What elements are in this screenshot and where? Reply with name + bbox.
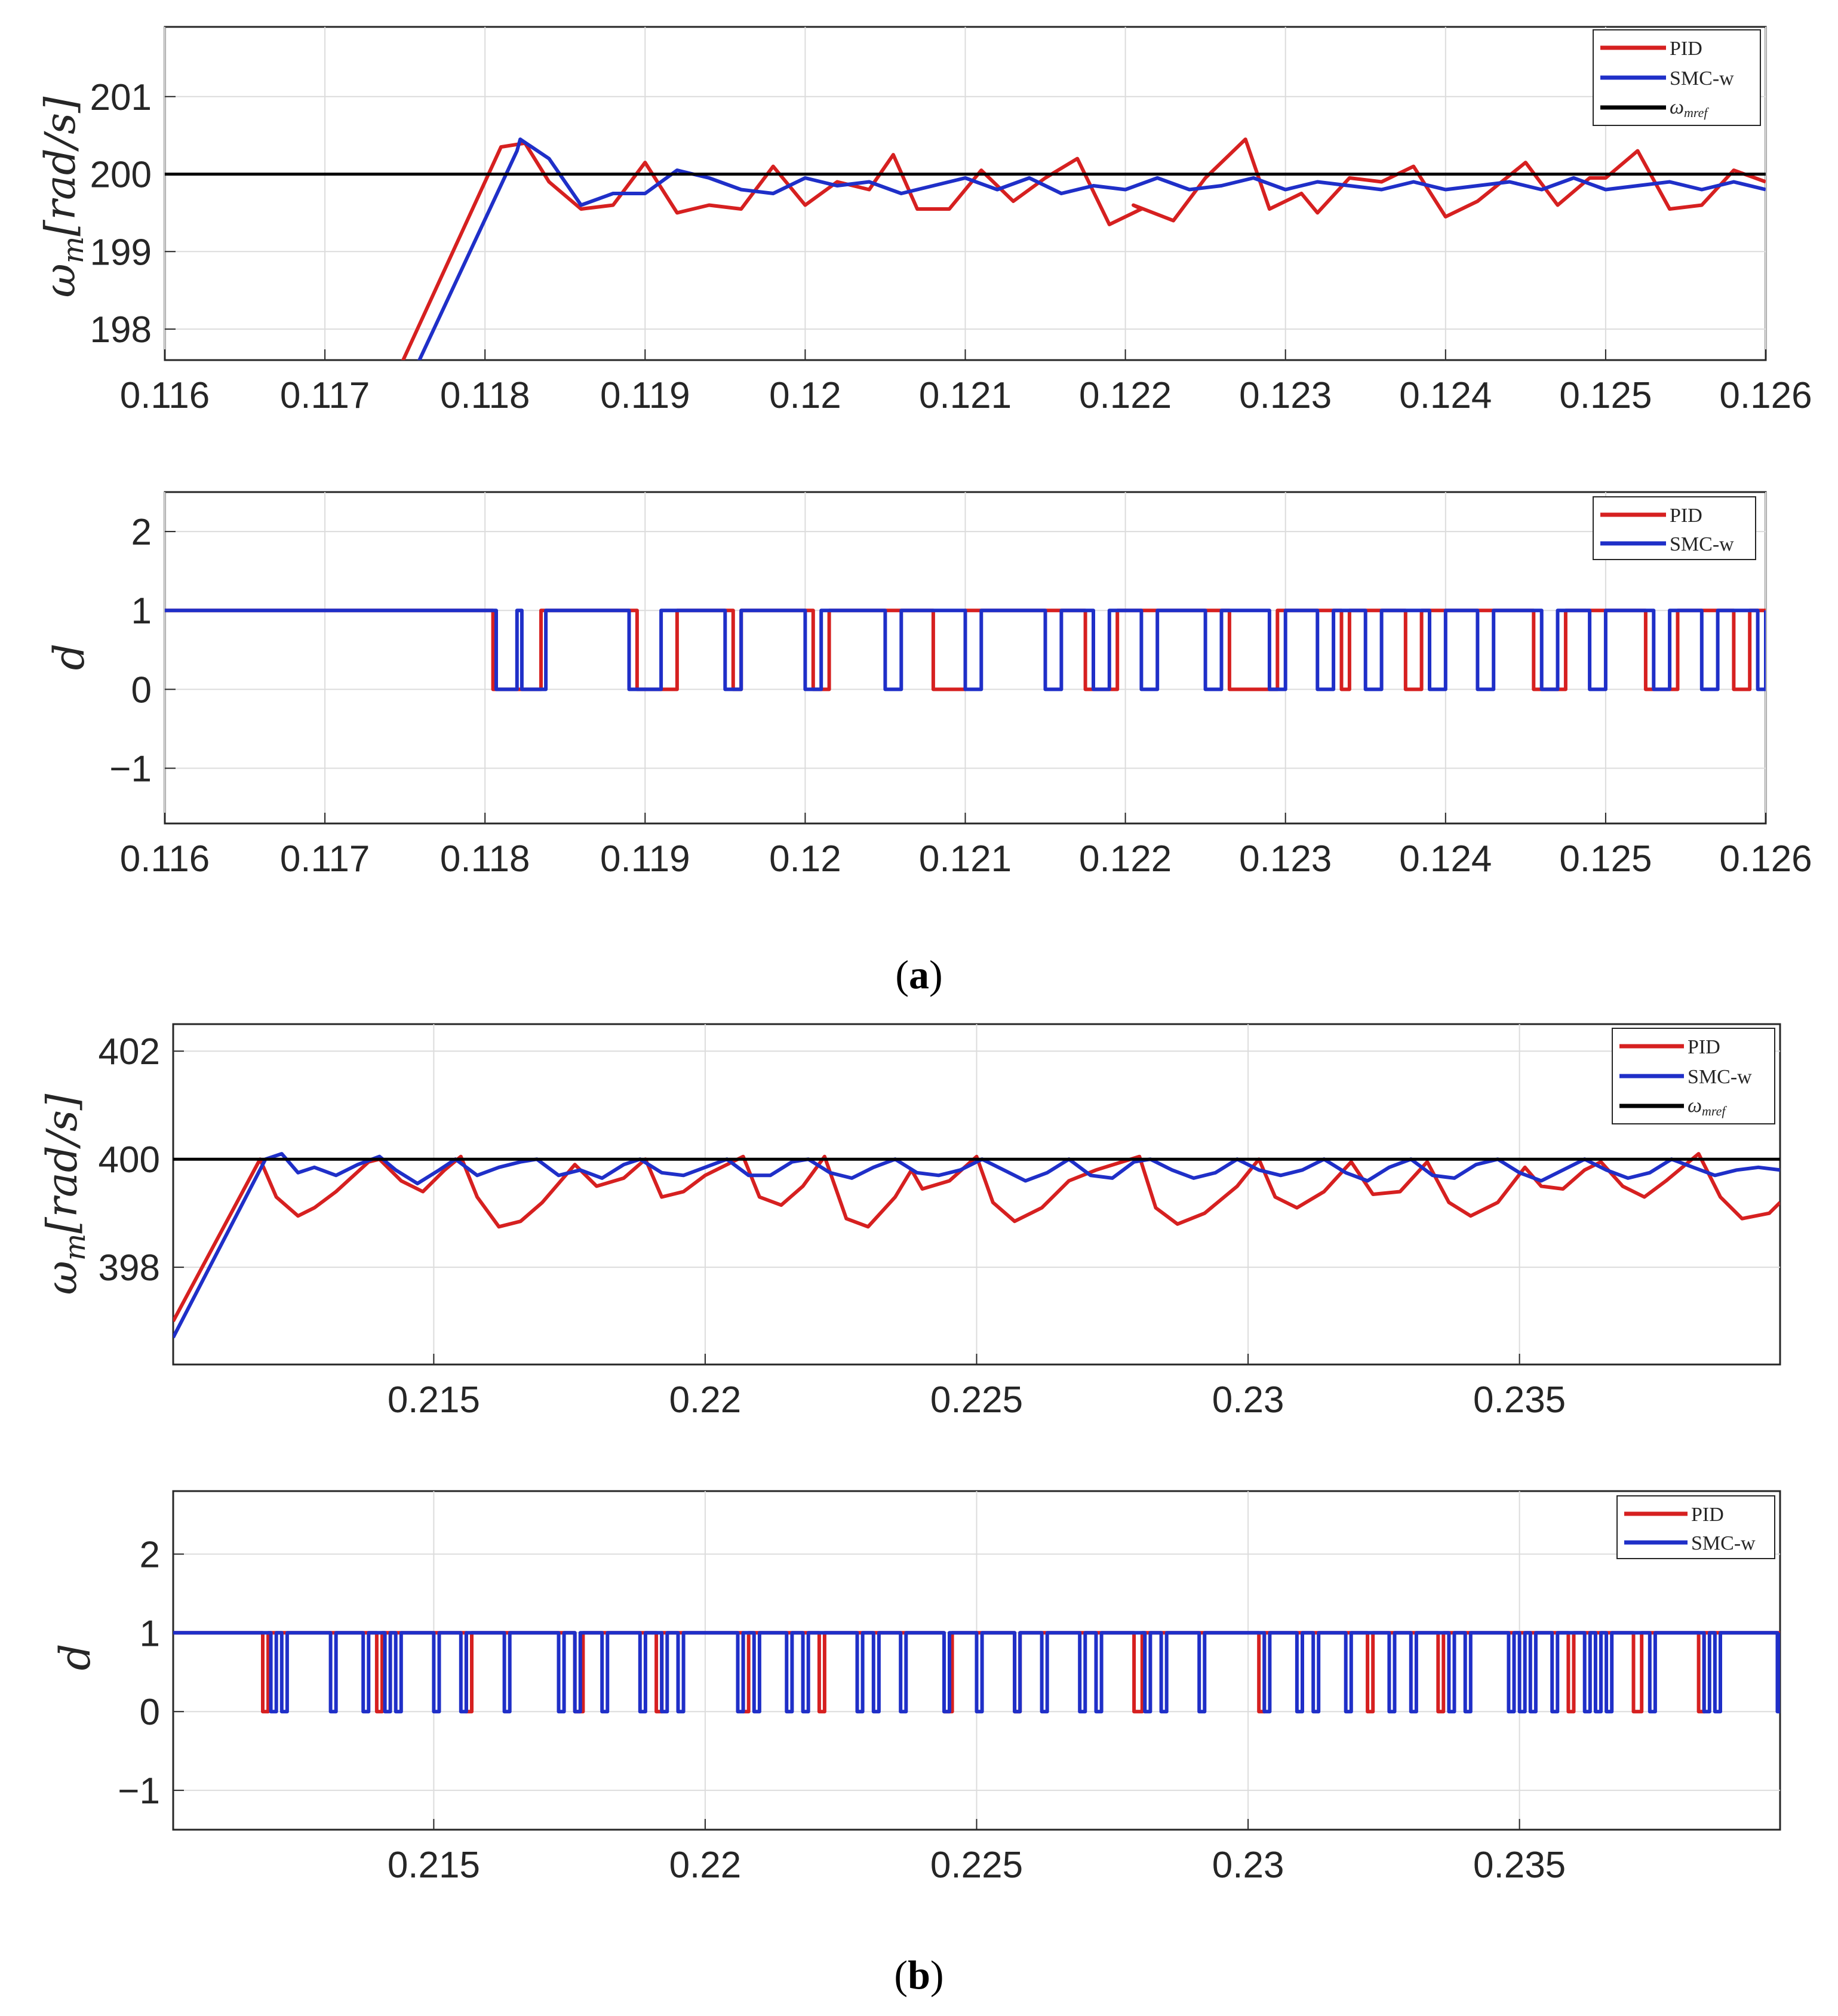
x-tick-label: 0.123 [1239, 375, 1332, 416]
panel-a-bottom-duty: 0.116 0.117 0.118 0.119 0.12 0.121 0.122 0.123 0… [45, 491, 1812, 880]
axis-ticks: 0.215 0.22 0.225 0.23 0.235 −1 0 1 2 [118, 1535, 1566, 1886]
x-tick-label: 0.235 [1473, 1379, 1566, 1421]
caption-b: (b) [894, 1952, 943, 1997]
y-axis-label: d [51, 1644, 100, 1671]
y-tick-label: 1 [131, 591, 152, 632]
series-lines [173, 1152, 1780, 1339]
series-line-pid [401, 137, 1766, 360]
series-lines [165, 609, 1766, 692]
series-line-smc [165, 609, 1766, 692]
series-line-smc [173, 1631, 1780, 1714]
y-tick-label: 199 [90, 232, 152, 273]
series-lines [165, 137, 1766, 360]
x-tick-label: 0.235 [1473, 1845, 1566, 1886]
x-tick-label: 0.124 [1399, 375, 1492, 416]
x-tick-label: 0.121 [919, 375, 1012, 416]
legend-label-pid: PID [1670, 38, 1702, 60]
x-tick-label: 0.116 [120, 838, 210, 880]
panel-b-top-speed: 0.215 0.22 0.225 0.23 0.235 398 400 402 ωm[rad/… [38, 1023, 1781, 1421]
x-tick-label: 0.225 [930, 1379, 1023, 1421]
legend-label-smc: SMC-w [1691, 1532, 1756, 1554]
x-tick-label: 0.12 [769, 375, 841, 416]
legend: PID SMC-w [1616, 1495, 1775, 1559]
x-tick-label: 0.116 [120, 375, 210, 416]
x-tick-label: 0.117 [280, 375, 370, 416]
y-axis-label: ωm[rad/s] [36, 96, 90, 297]
x-tick-label: 0.126 [1719, 838, 1812, 880]
x-tick-label: 0.225 [930, 1845, 1023, 1886]
legend-label-smc: SMC-w [1670, 67, 1734, 90]
legend: PID SMC-w ωmref [1593, 29, 1761, 126]
panel-a-top-speed: 0.116 0.117 0.118 0.119 0.12 0.121 0.122 0.123 0… [36, 26, 1812, 416]
y-tick-label: 2 [131, 512, 152, 553]
x-tick-label: 0.118 [440, 838, 530, 880]
y-tick-label: 201 [90, 77, 152, 118]
y-tick-label: 198 [90, 309, 152, 351]
legend-box [1616, 1495, 1775, 1559]
x-tick-label: 0.125 [1559, 838, 1652, 880]
y-tick-label: 0 [131, 669, 152, 711]
x-tick-label: 0.22 [669, 1379, 742, 1421]
y-axis-label: d [45, 644, 94, 671]
x-tick-label: 0.117 [280, 838, 370, 880]
y-tick-label: 400 [99, 1139, 160, 1181]
x-tick-label: 0.123 [1239, 838, 1332, 880]
x-tick-label: 0.119 [600, 838, 690, 880]
x-tick-label: 0.125 [1559, 375, 1652, 416]
y-tick-label: 1 [140, 1613, 160, 1654]
x-tick-label: 0.124 [1399, 838, 1492, 880]
legend-label-smc: SMC-w [1688, 1066, 1752, 1088]
x-tick-label: 0.215 [388, 1379, 480, 1421]
legend-label-smc: SMC-w [1670, 533, 1734, 555]
axis-ticks: 0.215 0.22 0.225 0.23 0.235 398 400 402 [99, 1031, 1566, 1421]
y-tick-label: −1 [118, 1771, 160, 1812]
legend-label-ref: ωmref [1688, 1095, 1727, 1118]
x-tick-label: 0.23 [1212, 1845, 1284, 1886]
axis-ticks: 0.116 0.117 0.118 0.119 0.12 0.121 0.122 0.123 0… [90, 77, 1812, 416]
x-tick-label: 0.121 [919, 838, 1012, 880]
grid [173, 1024, 1780, 1365]
x-tick-label: 0.118 [440, 375, 530, 416]
legend-label-ref: ωmref [1670, 96, 1709, 120]
y-tick-label: 0 [140, 1692, 160, 1733]
x-tick-label: 0.122 [1079, 375, 1172, 416]
series-line-smc [173, 1152, 1780, 1339]
x-tick-label: 0.122 [1079, 838, 1172, 880]
axis-ticks: 0.116 0.117 0.118 0.119 0.12 0.121 0.122 0.123 0… [109, 512, 1812, 880]
x-tick-label: 0.119 [600, 375, 690, 416]
series-lines [173, 1631, 1780, 1714]
y-tick-label: 2 [140, 1535, 160, 1576]
y-tick-label: 402 [99, 1031, 160, 1072]
y-tick-label: 398 [99, 1247, 160, 1289]
x-tick-label: 0.12 [769, 838, 841, 880]
legend-box [1593, 496, 1756, 560]
legend: PID SMC-w [1593, 496, 1756, 560]
y-tick-label: 200 [90, 155, 152, 196]
y-tick-label: −1 [109, 749, 152, 790]
x-tick-label: 0.23 [1212, 1379, 1284, 1421]
panel-b-bottom-duty: 0.215 0.22 0.225 0.23 0.235 −1 0 1 2 d PID SMC-w [51, 1490, 1781, 1886]
x-tick-label: 0.126 [1719, 375, 1812, 416]
x-tick-label: 0.215 [388, 1845, 480, 1886]
x-tick-label: 0.22 [669, 1845, 742, 1886]
caption-a: (a) [895, 952, 942, 997]
legend-label-pid: PID [1691, 1504, 1724, 1526]
legend-label-pid: PID [1670, 505, 1702, 527]
y-axis-label: ωm[rad/s] [38, 1093, 92, 1295]
legend: PID SMC-w ωmref [1612, 1028, 1775, 1124]
legend-label-pid: PID [1688, 1036, 1720, 1058]
